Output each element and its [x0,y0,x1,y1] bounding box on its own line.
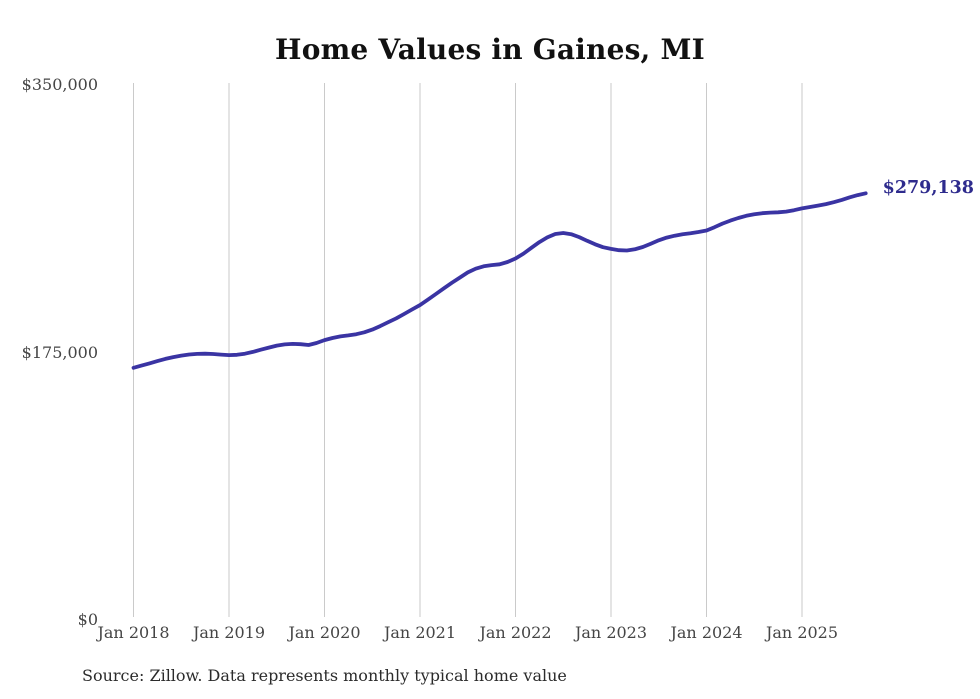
x-axis-tick-label: Jan 2025 [765,623,839,642]
x-axis-tick-label: Jan 2018 [97,623,170,642]
y-axis-tick-label: $175,000 [21,342,98,362]
x-axis-tick-label: Jan 2024 [670,623,743,642]
x-axis-tick-label: Jan 2022 [479,623,552,642]
y-axis-tick-label: $0 [77,610,98,629]
x-axis-tick-label: Jan 2019 [192,623,266,642]
y-axis-tick-label: $350,000 [21,75,98,94]
x-axis-tick-label: Jan 2020 [288,623,361,642]
home-value-line [131,191,868,370]
x-axis-tick-label: Jan 2023 [574,623,648,642]
chart-title: Home Values in Gaines, MI [275,33,705,66]
source-note: Source: Zillow. Data represents monthly … [82,666,567,685]
end-value-label: $279,138 [882,178,974,199]
x-axis-tick-label: Jan 2021 [383,623,457,642]
